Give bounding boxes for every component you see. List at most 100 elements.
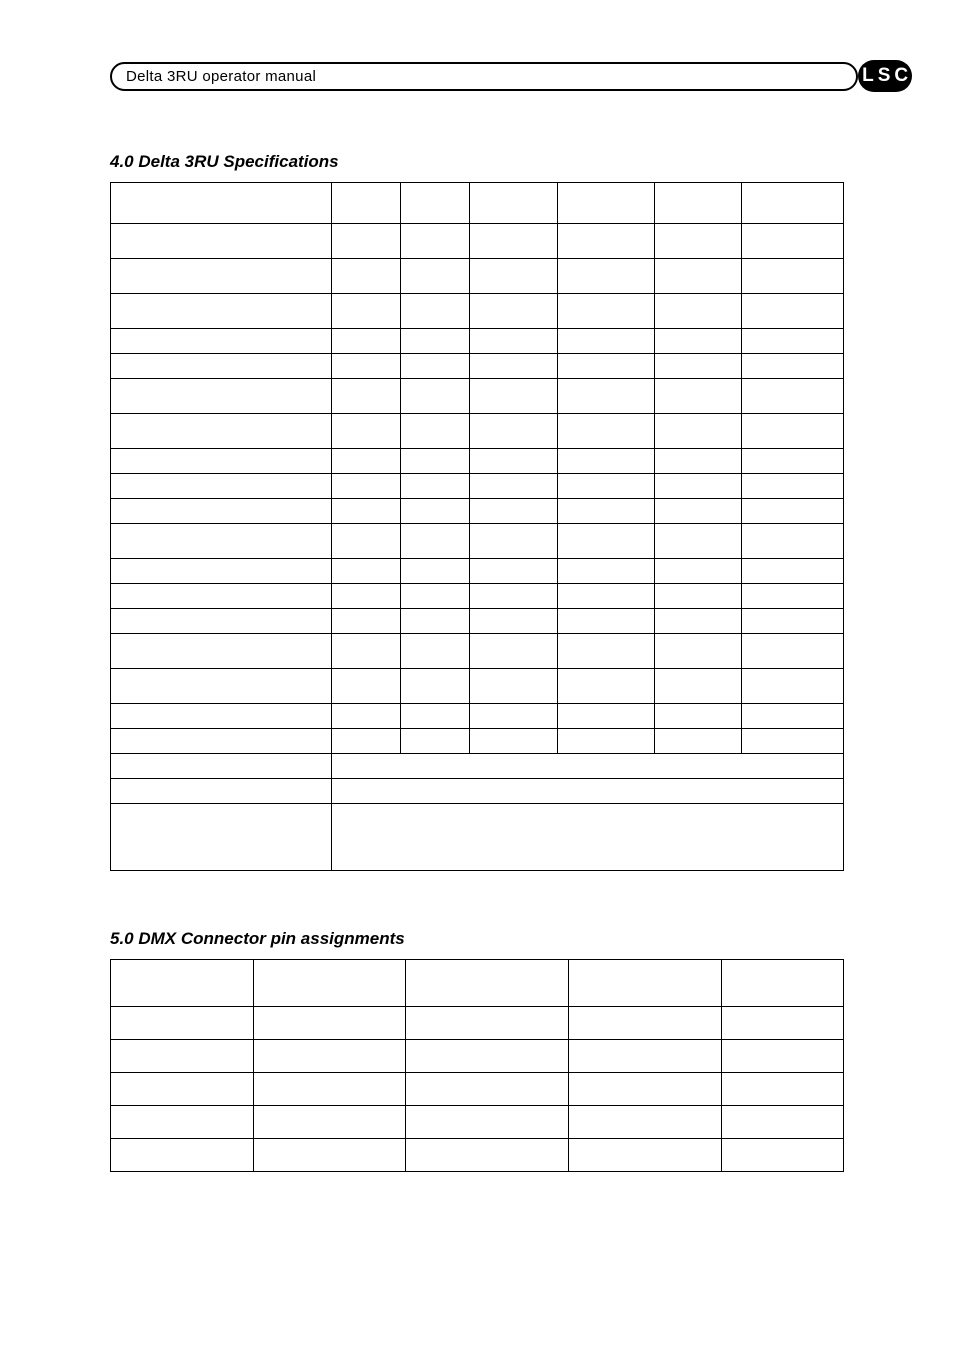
table-cell	[742, 634, 844, 669]
table-cell	[655, 294, 742, 329]
table-cell	[401, 259, 470, 294]
table-cell	[253, 1007, 406, 1040]
table-cell	[557, 524, 654, 559]
table-cell	[742, 183, 844, 224]
header-title-pill: Delta 3RU operator manual	[110, 62, 858, 91]
table-row	[111, 183, 844, 224]
table-cell	[742, 729, 844, 754]
table-cell	[470, 559, 557, 584]
table-cell	[111, 414, 332, 449]
table-cell	[401, 354, 470, 379]
table-row	[111, 634, 844, 669]
table-cell	[332, 704, 401, 729]
table-cell	[401, 634, 470, 669]
table-cell	[332, 379, 401, 414]
table-row	[111, 224, 844, 259]
specifications-tbody	[111, 183, 844, 871]
table-cell	[470, 634, 557, 669]
table-cell	[470, 259, 557, 294]
table-cell	[401, 294, 470, 329]
table-cell	[111, 449, 332, 474]
section-gap	[110, 871, 844, 929]
table-row	[111, 754, 844, 779]
table-cell	[401, 449, 470, 474]
table-cell	[655, 499, 742, 524]
table-cell	[655, 224, 742, 259]
table-cell	[742, 609, 844, 634]
table-row	[111, 960, 844, 1007]
table-cell	[470, 224, 557, 259]
table-cell	[569, 1040, 722, 1073]
table-cell	[742, 414, 844, 449]
table-row	[111, 259, 844, 294]
table-cell	[111, 804, 332, 871]
table-cell	[655, 474, 742, 499]
table-cell	[111, 754, 332, 779]
table-cell	[111, 354, 332, 379]
table-cell	[332, 183, 401, 224]
table-cell	[557, 354, 654, 379]
table-cell	[332, 634, 401, 669]
table-cell	[742, 354, 844, 379]
table-cell	[111, 259, 332, 294]
table-cell	[655, 449, 742, 474]
table-cell	[742, 259, 844, 294]
table-cell	[470, 474, 557, 499]
table-cell	[111, 379, 332, 414]
table-cell	[742, 499, 844, 524]
table-cell	[557, 559, 654, 584]
table-cell	[470, 414, 557, 449]
table-cell	[111, 1073, 254, 1106]
table-cell	[557, 704, 654, 729]
table-cell	[111, 329, 332, 354]
table-cell	[470, 704, 557, 729]
table-cell	[332, 524, 401, 559]
table-cell-merged	[332, 779, 844, 804]
table-cell	[655, 183, 742, 224]
table-cell	[111, 609, 332, 634]
table-cell	[401, 329, 470, 354]
header-title-text: Delta 3RU operator manual	[126, 68, 316, 85]
table-cell	[253, 1139, 406, 1172]
table-cell	[111, 584, 332, 609]
table-cell	[557, 634, 654, 669]
table-cell	[655, 524, 742, 559]
table-cell	[401, 183, 470, 224]
page-header: Delta 3RU operator manual LSC	[110, 60, 844, 92]
table-cell	[401, 609, 470, 634]
table-cell	[655, 634, 742, 669]
table-cell	[332, 449, 401, 474]
table-cell	[401, 704, 470, 729]
table-cell	[111, 224, 332, 259]
table-cell	[655, 354, 742, 379]
table-cell	[655, 704, 742, 729]
table-cell	[742, 584, 844, 609]
table-cell	[332, 294, 401, 329]
table-cell	[406, 1139, 569, 1172]
table-cell	[557, 294, 654, 329]
table-cell	[557, 609, 654, 634]
table-cell	[111, 669, 332, 704]
table-row	[111, 1073, 844, 1106]
table-cell	[742, 669, 844, 704]
table-cell-merged	[332, 804, 844, 871]
table-cell	[569, 960, 722, 1007]
table-cell	[401, 499, 470, 524]
table-cell	[557, 499, 654, 524]
table-cell	[655, 379, 742, 414]
table-row	[111, 1040, 844, 1073]
table-row	[111, 449, 844, 474]
table-cell	[557, 474, 654, 499]
section-5-heading: 5.0 DMX Connector pin assignments	[110, 929, 844, 949]
table-cell	[401, 414, 470, 449]
table-cell	[111, 634, 332, 669]
table-cell	[557, 379, 654, 414]
table-cell	[470, 609, 557, 634]
table-cell	[742, 704, 844, 729]
table-cell	[111, 559, 332, 584]
table-row	[111, 669, 844, 704]
table-cell	[253, 1040, 406, 1073]
table-cell	[721, 1139, 843, 1172]
table-cell	[569, 1007, 722, 1040]
table-cell	[253, 1073, 406, 1106]
